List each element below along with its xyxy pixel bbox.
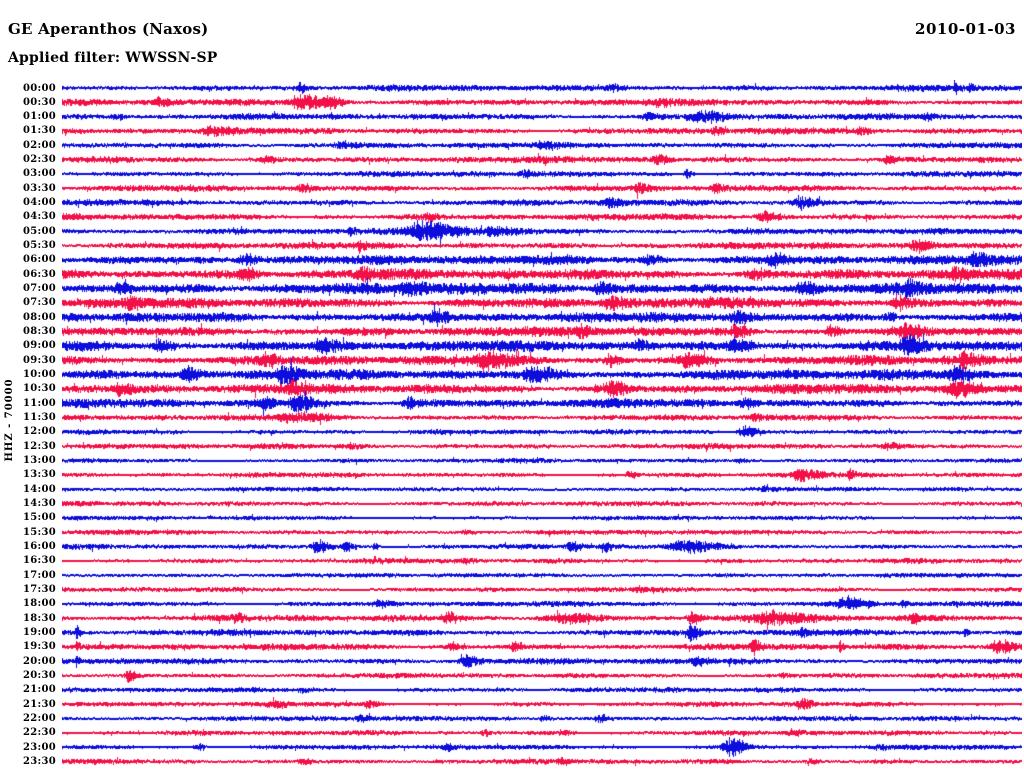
time-label: 01:30 [22,125,56,137]
time-label: 07:00 [22,283,56,295]
time-label: 10:00 [22,369,56,381]
time-label: 23:30 [22,756,56,767]
time-label: 02:30 [22,154,56,166]
time-label: 05:00 [22,225,56,237]
time-label: 00:00 [22,82,56,94]
time-label: 15:30 [22,526,56,538]
time-label: 16:30 [22,555,56,567]
time-label: 15:00 [22,512,56,524]
time-label: 11:00 [22,397,56,409]
time-label: 12:30 [22,440,56,452]
time-label: 04:30 [22,211,56,223]
time-label: 02:00 [22,139,56,151]
time-axis: 00:00 00:30 01:00 01:30 02:00 02:30 03:00 03:30… [0,0,56,780]
time-label: 07:30 [22,297,56,309]
time-label: 05:30 [22,240,56,252]
time-label: 06:00 [22,254,56,266]
time-label: 20:30 [22,670,56,682]
time-label: 17:30 [22,584,56,596]
time-label: 06:30 [22,268,56,280]
time-label: 21:00 [22,684,56,696]
time-label: 14:00 [22,483,56,495]
seismogram-traces-canvas [62,80,1022,776]
time-label: 04:00 [22,197,56,209]
time-label: 18:00 [22,598,56,610]
date-label: 2010-01-03 [915,20,1016,38]
time-label: 13:30 [22,469,56,481]
time-label: 10:30 [22,383,56,395]
time-label: 08:30 [22,326,56,338]
filter-label: Applied filter: WWSSN-SP [8,50,218,66]
time-label: 09:30 [22,354,56,366]
time-label: 18:30 [22,612,56,624]
time-label: 22:30 [22,727,56,739]
time-label: 20:00 [22,655,56,667]
time-label: 14:30 [22,498,56,510]
time-label: 19:00 [22,627,56,639]
time-label: 23:00 [22,741,56,753]
time-label: 01:00 [22,111,56,123]
time-label: 08:00 [22,311,56,323]
time-label: 12:00 [22,426,56,438]
time-label: 09:00 [22,340,56,352]
time-label: 00:30 [22,96,56,108]
time-label: 11:30 [22,412,56,424]
time-label: 17:00 [22,569,56,581]
time-label: 19:30 [22,641,56,653]
time-label: 03:30 [22,182,56,194]
header: GE Aperanthos (Naxos) 2010-01-03 [8,20,1016,38]
time-label: 03:00 [22,168,56,180]
time-label: 13:00 [22,455,56,467]
time-label: 22:00 [22,713,56,725]
time-label: 21:30 [22,698,56,710]
time-label: 16:00 [22,541,56,553]
page-title: GE Aperanthos (Naxos) [8,20,209,38]
